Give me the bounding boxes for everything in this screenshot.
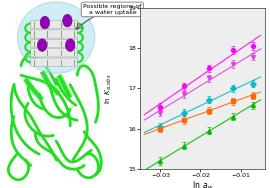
Ellipse shape [18, 2, 95, 73]
FancyBboxPatch shape [31, 30, 78, 38]
Circle shape [66, 39, 75, 51]
Circle shape [63, 14, 72, 27]
X-axis label: $\ln\ a_w$: $\ln\ a_w$ [192, 180, 213, 188]
Circle shape [40, 16, 50, 29]
FancyBboxPatch shape [31, 58, 78, 66]
FancyBboxPatch shape [31, 49, 78, 57]
Y-axis label: $\ln\ K_{a,obs}$: $\ln\ K_{a,obs}$ [103, 73, 113, 104]
Text: Possible regions of
a water uptake: Possible regions of a water uptake [83, 4, 141, 15]
Circle shape [38, 39, 47, 51]
FancyBboxPatch shape [31, 39, 78, 48]
FancyBboxPatch shape [31, 20, 78, 29]
